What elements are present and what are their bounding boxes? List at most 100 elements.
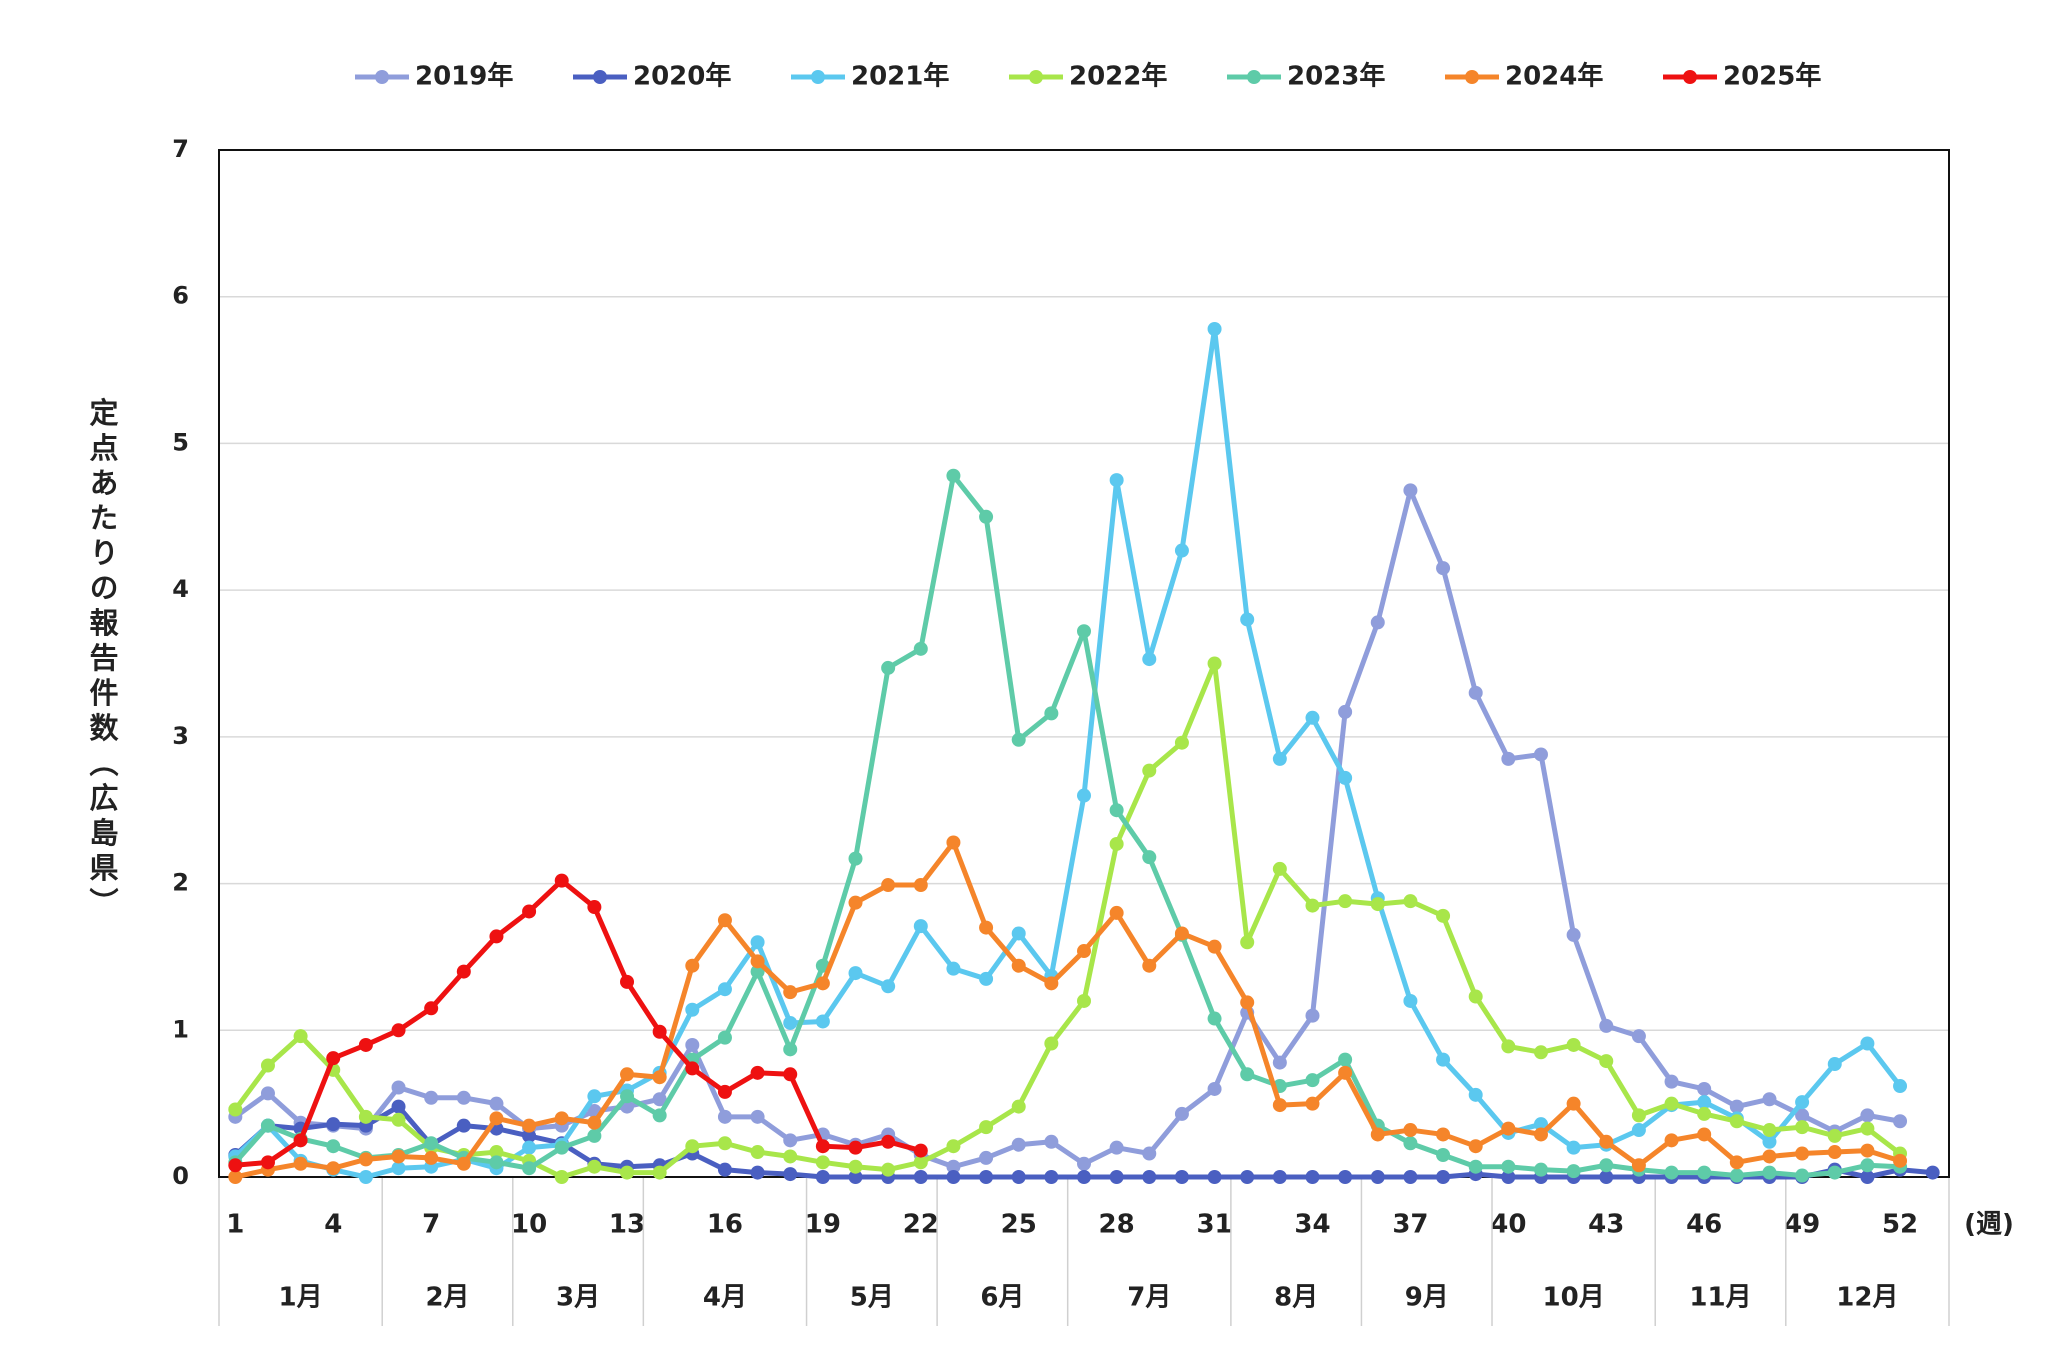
- legend-label: 2021年: [851, 61, 949, 92]
- data-point: [1011, 926, 1026, 941]
- data-point: [848, 1170, 863, 1184]
- data-point: [979, 971, 994, 986]
- data-point: [1664, 1074, 1679, 1089]
- data-point: [1533, 747, 1548, 762]
- data-point: [1011, 958, 1026, 973]
- data-point: [522, 904, 537, 919]
- y-tick-label: 7: [172, 135, 189, 163]
- data-point: [815, 1170, 830, 1184]
- data-point: [1174, 543, 1189, 558]
- data-point: [946, 468, 961, 483]
- data-point: [489, 1111, 504, 1126]
- data-point: [1044, 976, 1059, 991]
- series-6: [228, 873, 928, 1173]
- data-point: [1403, 1136, 1418, 1151]
- data-point: [293, 1156, 308, 1171]
- data-point: [1174, 926, 1189, 941]
- data-point: [1468, 1139, 1483, 1154]
- data-point: [1795, 1095, 1810, 1110]
- data-point: [1566, 927, 1581, 942]
- data-point: [1403, 894, 1418, 909]
- data-point: [717, 1030, 732, 1045]
- data-point: [1533, 1162, 1548, 1177]
- data-point: [1697, 1165, 1712, 1180]
- data-point: [1599, 1134, 1614, 1149]
- data-point: [717, 982, 732, 997]
- data-point: [1468, 1087, 1483, 1102]
- data-point: [652, 1024, 667, 1039]
- data-point: [717, 1136, 732, 1151]
- data-point: [815, 1155, 830, 1170]
- data-point: [1077, 788, 1091, 803]
- data-point: [1305, 1170, 1320, 1184]
- data-point: [424, 1001, 439, 1016]
- data-point: [1142, 763, 1157, 778]
- data-point: [1142, 958, 1157, 973]
- data-point: [1370, 615, 1385, 630]
- data-point: [783, 1133, 798, 1148]
- data-point: [848, 851, 863, 866]
- data-point: [456, 964, 471, 979]
- data-point: [1240, 935, 1255, 950]
- data-point: [913, 641, 928, 656]
- data-point: [1077, 944, 1091, 959]
- data-point: [1174, 1106, 1189, 1121]
- data-point: [1305, 1096, 1320, 1111]
- data-point: [391, 1023, 406, 1038]
- data-point: [1501, 1039, 1516, 1054]
- month-label: 7月: [1127, 1283, 1171, 1313]
- data-point: [881, 878, 896, 893]
- data-point: [620, 974, 635, 989]
- x-tick-label: 10: [511, 1210, 547, 1240]
- data-point: [946, 1170, 961, 1184]
- data-point: [1109, 473, 1124, 488]
- data-point: [1044, 1170, 1059, 1184]
- data-point: [1272, 1055, 1287, 1070]
- data-point: [1893, 1153, 1908, 1168]
- data-point: [1240, 612, 1255, 627]
- data-point: [1631, 1158, 1646, 1173]
- data-point: [946, 835, 961, 850]
- data-point: [1860, 1143, 1875, 1158]
- data-point: [881, 660, 896, 675]
- data-point: [979, 509, 994, 524]
- data-point: [522, 1118, 537, 1133]
- data-point: [1501, 751, 1516, 766]
- x-tick-label: 40: [1490, 1210, 1526, 1240]
- data-point: [979, 1170, 994, 1184]
- month-label: 1月: [279, 1283, 323, 1313]
- y-tick-label: 2: [172, 869, 189, 897]
- month-label: 10月: [1543, 1283, 1605, 1313]
- data-point: [1403, 483, 1418, 498]
- data-point: [1436, 908, 1451, 923]
- x-tick-label: 7: [422, 1210, 440, 1240]
- data-point: [1762, 1092, 1777, 1107]
- data-point: [1044, 706, 1059, 721]
- data-point: [979, 1150, 994, 1165]
- data-point: [1338, 1052, 1353, 1067]
- data-point: [1109, 1170, 1124, 1184]
- legend-marker: [593, 70, 607, 84]
- data-point: [913, 1170, 928, 1184]
- month-label: 6月: [980, 1283, 1024, 1313]
- data-point: [848, 1159, 863, 1174]
- data-point: [1795, 1168, 1810, 1183]
- data-point: [1795, 1108, 1810, 1123]
- x-tick-label: 52: [1882, 1210, 1918, 1240]
- data-point: [717, 1109, 732, 1124]
- data-point: [1762, 1149, 1777, 1164]
- series-0: [228, 483, 1908, 1174]
- x-tick-label: 37: [1392, 1210, 1428, 1240]
- data-point: [1468, 685, 1483, 700]
- series-line: [233, 661, 1902, 1180]
- data-point: [1077, 624, 1091, 639]
- data-point: [1338, 770, 1353, 785]
- data-point: [326, 1139, 341, 1154]
- x-tick-label: 19: [805, 1210, 841, 1240]
- data-point: [358, 1109, 373, 1124]
- data-point: [358, 1037, 373, 1052]
- data-point: [424, 1150, 439, 1165]
- data-point: [1566, 1096, 1581, 1111]
- data-point: [228, 1170, 243, 1184]
- data-point: [1501, 1121, 1516, 1136]
